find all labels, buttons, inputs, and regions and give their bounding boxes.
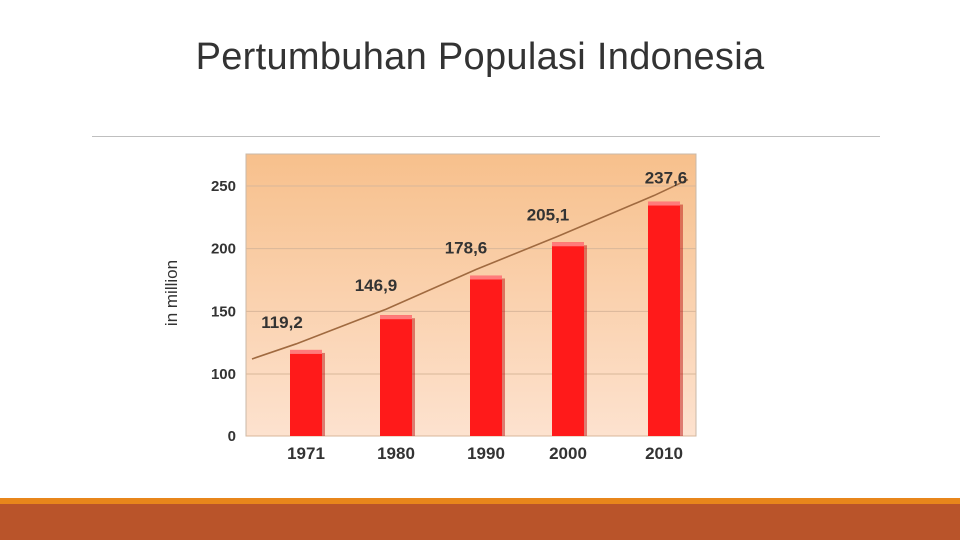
x-tick-label: 2010 [645,444,683,463]
slide-title: Pertumbuhan Populasi Indonesia [195,36,765,78]
bars [290,201,683,436]
y-tick-label: 0 [228,428,236,445]
y-tick-label: 150 [211,303,236,320]
footer-band [0,504,960,540]
value-label-2010: 237,6 [645,169,688,188]
bar-cap [290,349,322,354]
value-label-1980: 146,9 [355,276,398,295]
bar-cap [552,242,584,247]
bar-cap [380,315,412,320]
bar-1990 [470,275,502,436]
value-labels: 119,2 146,9 178,6 205,1 237,6 [261,169,687,332]
footer-accent-line [0,498,960,504]
x-tick-label: 1980 [377,444,415,463]
x-tick-label: 1971 [287,444,325,463]
value-label-2000: 205,1 [527,205,570,224]
y-tick-label: 200 [211,241,236,258]
y-tick-label: 250 [211,178,236,195]
bar-1971 [290,349,322,436]
title-divider [92,136,880,137]
bar-2000 [552,242,584,436]
y-axis-ticks: 0 100 150 200 250 [211,178,236,445]
x-tick-label: 1990 [467,444,505,463]
y-tick-label: 100 [211,366,236,383]
y-axis-label: in million [162,260,181,326]
x-axis-labels: 1971 1980 1990 2000 2010 [287,444,683,463]
x-tick-label: 2000 [549,444,587,463]
trend-line [251,178,689,360]
value-label-1990: 178,6 [445,238,488,257]
bar-2010 [648,201,680,436]
value-label-1971: 119,2 [261,313,303,332]
bar-cap [648,201,680,206]
population-chart: 0 100 150 200 250 119,2 146,9 178,6 205,1 237,6 … [150,148,710,468]
bar-cap [470,275,502,280]
bar-1980 [380,315,412,436]
